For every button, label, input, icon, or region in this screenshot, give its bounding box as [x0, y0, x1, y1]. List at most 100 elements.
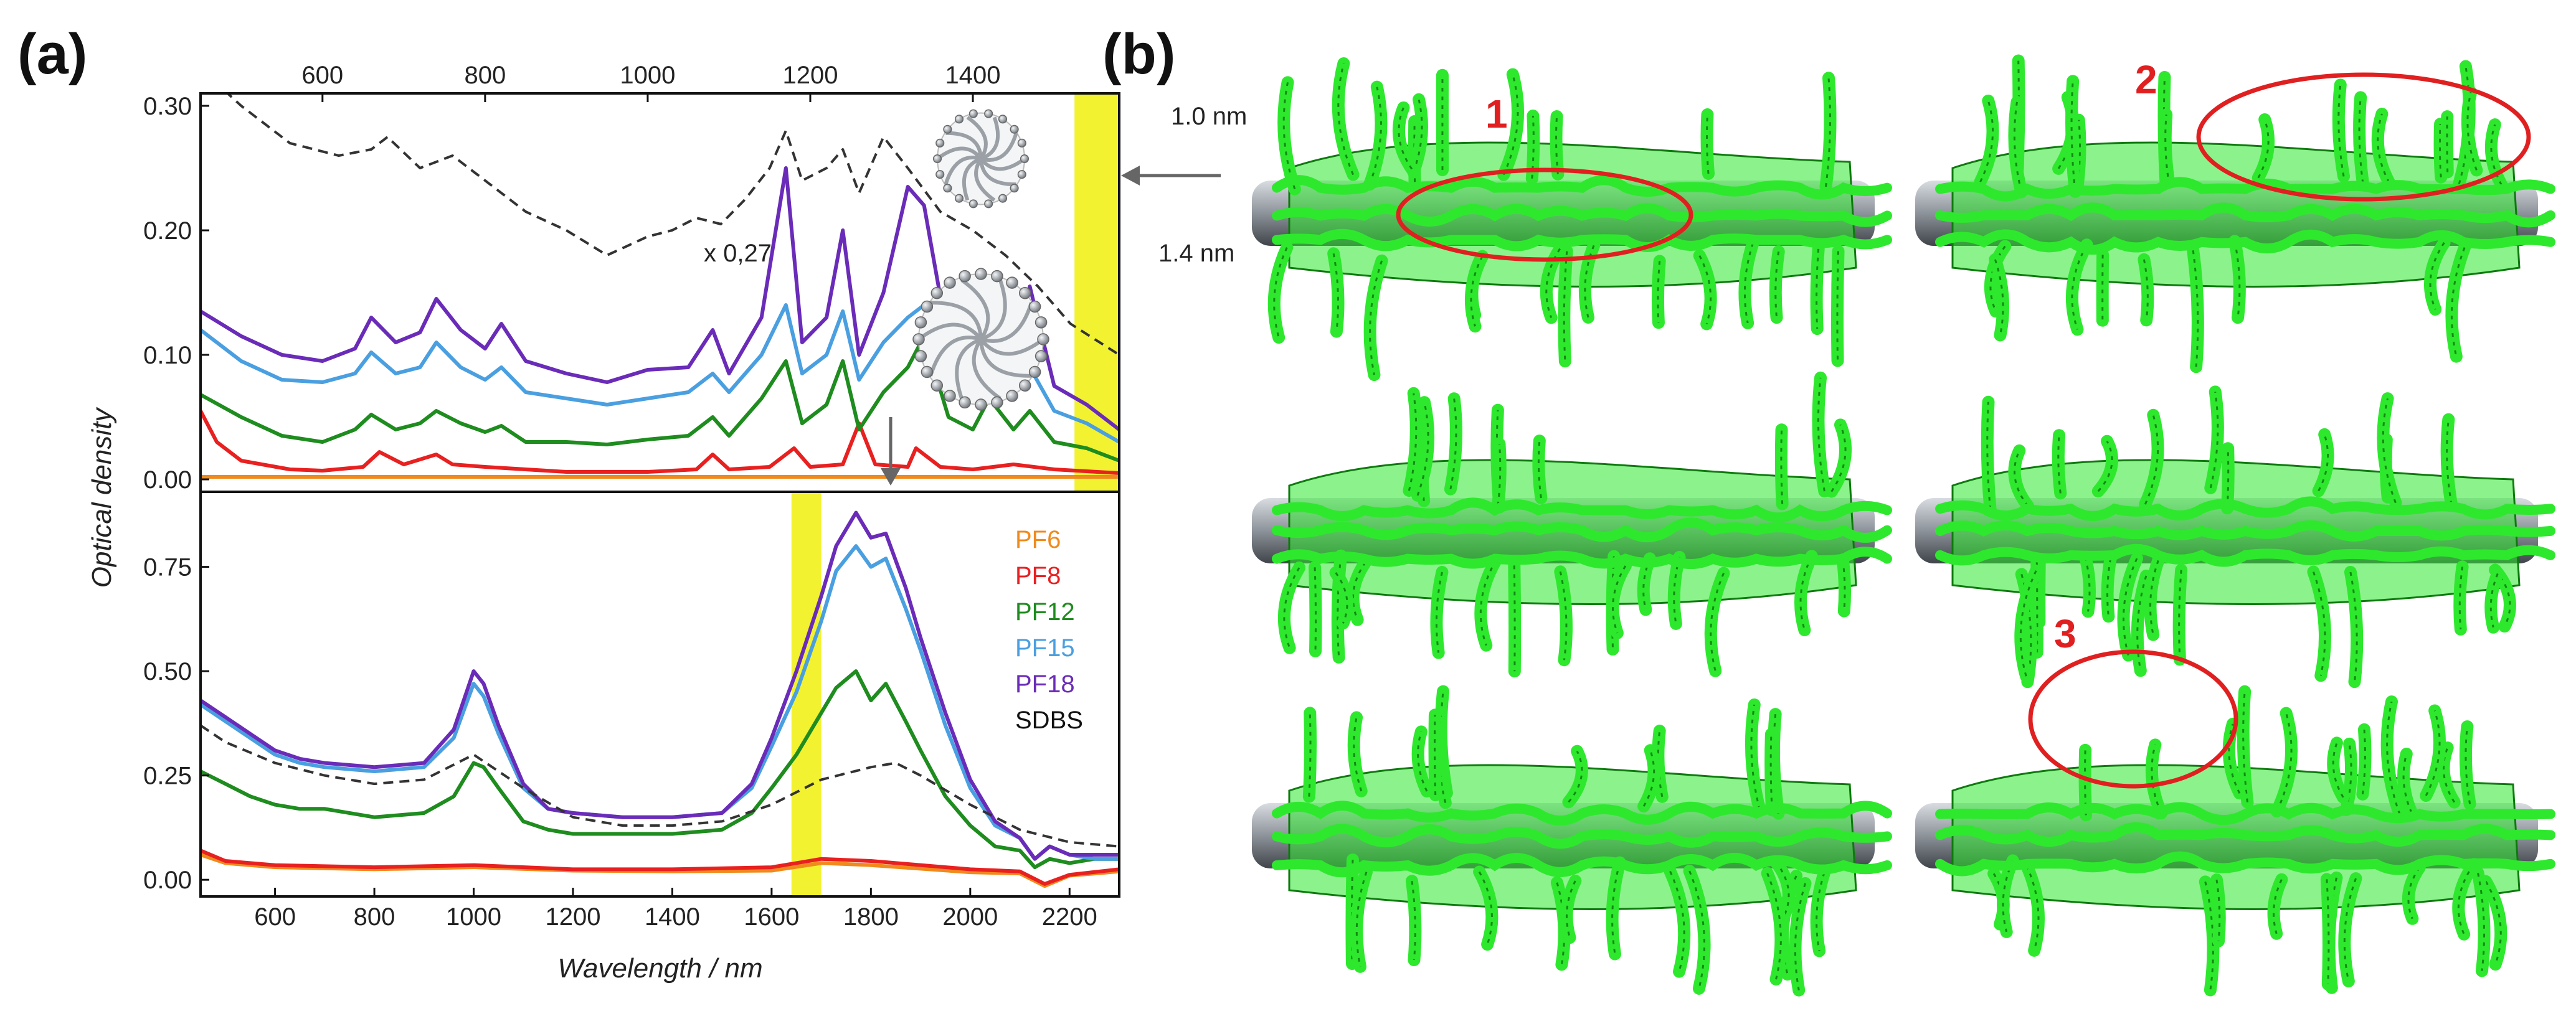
polymer-strand-texture: [2490, 124, 2503, 186]
polymer-strand-texture: [1568, 750, 1583, 803]
polymer-strand-texture: [1642, 558, 1651, 610]
x-tick-label: 800: [464, 62, 506, 89]
polymer-strand-texture: [1710, 573, 1725, 672]
polymer-chain: [1935, 520, 2555, 542]
polymer-strand-texture: [1994, 259, 2004, 336]
tube-atom: [912, 333, 925, 346]
polymer-strand-texture: [1830, 424, 1847, 492]
polymer-strand-texture: [1417, 731, 1428, 792]
tube-atom: [921, 300, 934, 313]
x-tick-label: 1000: [620, 62, 675, 89]
series-line-sdbs-top: [225, 93, 1119, 356]
polymer-strand-texture: [1413, 121, 1416, 182]
legend-label-pf15: PF15: [1015, 634, 1075, 662]
polymer-strand-texture: [1416, 402, 1429, 496]
tube-atom: [1028, 365, 1041, 379]
polymer-strand-texture: [2228, 723, 2241, 794]
series-line-sdbs-bot: [201, 724, 1119, 848]
x-tick-label: 1800: [843, 903, 899, 931]
polymer-strand-texture: [2318, 434, 2329, 492]
tube-spiral: [966, 115, 988, 160]
polymer-strand-texture: [2446, 419, 2453, 505]
panel-label-a: (a): [17, 22, 87, 86]
polymer-strand: [1683, 865, 1711, 995]
plot-frame-bottom: [199, 491, 1120, 898]
chart-a-top: 600 800 1000 1200 1400 0.00 0.10 0.20 0.30: [143, 62, 1120, 494]
chart-a-bottom: 600 800 1000 1200 1400 1600 1800 2000 2200 0.00 0…: [143, 491, 1120, 931]
polymer-chain: [1272, 517, 1892, 543]
polymer-chain: [1935, 543, 2555, 567]
tube-atom: [1006, 276, 1018, 289]
polymer-strand-texture: [1355, 872, 1368, 967]
polymer-strand-texture: [1513, 565, 1516, 672]
tube-spiral: [944, 156, 982, 186]
polymer-strand-texture: [2326, 879, 2330, 985]
polymer-strand-texture: [2489, 573, 2499, 628]
tube-atom: [1017, 170, 1026, 179]
scale-note: x 0,27: [704, 240, 772, 267]
polymer-strand-texture: [1688, 870, 1706, 989]
polymer-strand-texture: [1766, 873, 1782, 980]
tube-atom: [975, 398, 987, 411]
polymer-strand-texture: [2276, 713, 2293, 812]
polymer-strand-texture: [1555, 116, 1559, 174]
polymer-strand-texture: [2071, 244, 2088, 330]
tube-spiral: [972, 338, 1002, 400]
polymer-strand: [2471, 867, 2491, 977]
marker-ellipse-3: [2028, 649, 2238, 789]
panel-label-b: (b): [1102, 22, 1175, 86]
x-tick-label: 2000: [942, 903, 998, 931]
polymer-strand-texture: [1794, 883, 1806, 990]
polymer-strand-texture: [1584, 245, 1595, 318]
polymer-strand: [1761, 867, 1788, 986]
tube-atom: [984, 109, 993, 118]
polymer-strand-texture: [2144, 415, 2159, 505]
polymer-strand-texture: [2097, 441, 2113, 492]
tube-atom: [914, 350, 927, 362]
marker-ellipses: [1396, 72, 2531, 789]
tube-atom: [959, 396, 971, 409]
tube-atom: [991, 396, 1003, 409]
polymer-strand-texture: [1412, 99, 1423, 172]
y-tick-label: 0.25: [143, 763, 192, 790]
polymer-strand-texture: [1642, 750, 1655, 807]
polymer-strand-texture: [1470, 255, 1484, 327]
polymer-strand: [2065, 238, 2093, 336]
x-tick-label: 1600: [744, 903, 799, 931]
polymer-strand: [1332, 57, 1360, 181]
polymer-strand-texture: [2382, 398, 2397, 504]
polymer-strand-texture: [2070, 81, 2076, 192]
y-tick-label: 0.75: [143, 554, 192, 581]
polymer-strand-texture: [2209, 392, 2219, 489]
polymer-strand: [1363, 254, 1388, 382]
polymer-strand: [2270, 707, 2298, 818]
tube-spiral: [929, 336, 982, 377]
polymer-strand-texture: [1657, 261, 1661, 323]
tube-atom: [1028, 300, 1041, 313]
polymer-strand-texture: [1478, 871, 1493, 945]
polymer-chain: [1935, 851, 2555, 877]
polymer-strand-texture: [1816, 248, 1820, 329]
tube-atom: [1037, 333, 1049, 346]
y-axis-title: Optical density: [87, 407, 117, 588]
polymer-chain: [1272, 801, 1892, 826]
polymer-strand-texture: [2332, 742, 2344, 798]
polymer-strand-texture: [2178, 570, 2182, 660]
rendering-4: [1915, 385, 2555, 689]
polymer-strand-texture: [1780, 430, 1784, 504]
arrow-down: [881, 423, 901, 486]
polymer-strand: [2204, 385, 2224, 494]
tube-atom: [935, 138, 945, 148]
marker-label-3: 3: [2054, 611, 2076, 656]
polymer-strand-texture: [2450, 247, 2466, 357]
x-tick-label: 1000: [446, 903, 501, 931]
polymer-strand-texture: [2019, 570, 2037, 677]
tube-atom: [930, 287, 944, 299]
polymer-strand-texture: [2151, 744, 2162, 814]
legend-label-pf18: PF18: [1015, 670, 1075, 698]
tube-atom: [1017, 138, 1026, 148]
polymer-strand-texture: [1769, 734, 1773, 811]
polymer-strand-texture: [1545, 248, 1561, 318]
polymer-strand: [1497, 68, 1525, 181]
polymer-strand-texture: [2458, 66, 2471, 184]
